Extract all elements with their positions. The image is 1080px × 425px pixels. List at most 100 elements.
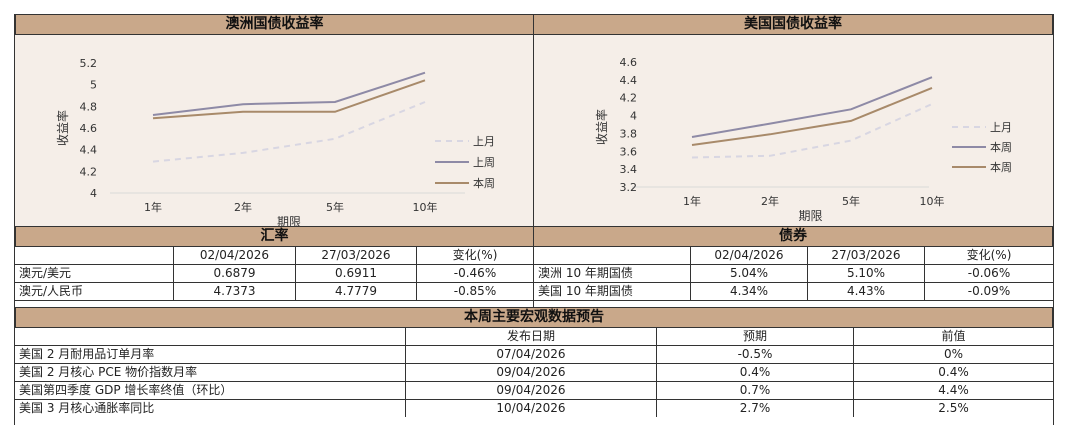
fx-value: 0.6911 — [295, 264, 417, 283]
legend-label: 上月 — [473, 135, 495, 148]
us-chart-title: 美国国债收益率 — [533, 14, 1053, 35]
y-axis-title: 收益率 — [594, 109, 609, 145]
bond-label: 澳洲 10 年期国债 — [534, 264, 691, 283]
macro-date: 09/04/2026 — [405, 381, 657, 400]
y-tick-label: 3.4 — [620, 163, 638, 176]
macro-event: 美国 2 月耐用品订单月率 — [15, 345, 406, 364]
y-tick-label: 3.2 — [620, 181, 638, 194]
legend-label: 本周 — [990, 160, 1012, 174]
y-tick-label: 4.2 — [80, 165, 98, 178]
table-row: 美国 10 年期国债 4.34% 4.43% -0.09% — [534, 282, 1053, 301]
bond-change: -0.06% — [924, 264, 1053, 283]
macro-expected: 0.4% — [656, 363, 854, 382]
legend-label: 本周 — [990, 140, 1012, 154]
y-tick-label: 4 — [90, 187, 97, 200]
macro-table: 发布日期 预期 前值 美国 2 月耐用品订单月率 07/04/2026 -0.5… — [15, 328, 1053, 417]
bond-label: 美国 10 年期国债 — [534, 282, 691, 301]
bond-change: -0.09% — [924, 282, 1053, 301]
bond-value: 5.10% — [807, 264, 925, 283]
fx-value: 4.7779 — [295, 282, 417, 301]
macro-expected: 2.7% — [656, 399, 854, 417]
series-line — [152, 71, 426, 116]
macro-col-expected: 预期 — [656, 328, 854, 346]
fx-table: 02/04/2026 27/03/2026 变化(%) 澳元/美元 0.6879… — [15, 247, 533, 301]
x-axis-title: 期限 — [798, 209, 822, 223]
table-row: 美国第四季度 GDP 增长率终值（环比） 09/04/2026 0.7% 4.4… — [15, 381, 1053, 400]
fx-value: 4.7373 — [173, 282, 296, 301]
table-row: 澳元/人民币 4.7373 4.7779 -0.85% — [15, 282, 533, 301]
macro-event: 美国 3 月核心通胀率同比 — [15, 399, 406, 417]
x-axis-title: 期限 — [277, 215, 301, 226]
fx-change: -0.85% — [416, 282, 533, 301]
macro-previous: 0% — [853, 345, 1053, 364]
table-row: 美国 2 月核心 PCE 物价指数月率 09/04/2026 0.4% 0.4% — [15, 363, 1053, 382]
macro-title: 本周主要宏观数据预告 — [15, 307, 1053, 328]
macro-col-previous: 前值 — [853, 328, 1053, 346]
y-tick-label: 4.8 — [80, 100, 98, 113]
macro-expected: -0.5% — [656, 345, 854, 364]
macro-col-date: 发布日期 — [405, 328, 657, 346]
fx-pair-label: 澳元/人民币 — [15, 282, 174, 301]
table-row: 澳洲 10 年期国债 5.04% 5.10% -0.06% — [534, 264, 1053, 283]
fx-value: 0.6879 — [173, 264, 296, 283]
fx-change: -0.46% — [416, 264, 533, 283]
y-axis-title: 收益率 — [55, 110, 70, 146]
y-tick-label: 3.8 — [620, 127, 638, 140]
table-row: 美国 3 月核心通胀率同比 10/04/2026 2.7% 2.5% — [15, 399, 1053, 417]
x-tick-label: 2年 — [761, 194, 779, 208]
series-line — [152, 101, 426, 163]
macro-date: 10/04/2026 — [405, 399, 657, 417]
bond-value: 4.34% — [690, 282, 808, 301]
bonds-table: 02/04/2026 27/03/2026 变化(%) 澳洲 10 年期国债 5… — [534, 247, 1053, 301]
x-tick-label: 10年 — [920, 194, 945, 208]
macro-event: 美国第四季度 GDP 增长率终值（环比） — [15, 381, 406, 400]
series-line — [691, 86, 933, 146]
bonds-header-row: 02/04/2026 27/03/2026 变化(%) — [534, 247, 1053, 265]
x-tick-label: 5年 — [842, 194, 860, 208]
macro-expected: 0.7% — [656, 381, 854, 400]
y-tick-label: 4.6 — [80, 122, 98, 135]
y-tick-label: 3.6 — [620, 145, 638, 158]
series-line — [152, 79, 426, 120]
macro-date: 09/04/2026 — [405, 363, 657, 382]
series-line — [691, 76, 933, 138]
report-frame: 澳洲国债收益率 美国国债收益率 5.2 5 4.8 4.6 4.4 4.2 4 1年 2年 5年 1… — [14, 14, 1054, 425]
y-tick-label: 5.2 — [80, 57, 98, 70]
y-tick-label: 4.4 — [620, 74, 638, 87]
us-chart-panel: 4.6 4.4 4.2 4 3.8 3.6 3.4 3.2 1年 2年 5年 10年期限 收益率 上月本周… — [534, 35, 1053, 226]
x-tick-label: 1年 — [144, 200, 162, 214]
fx-header-row: 02/04/2026 27/03/2026 变化(%) — [15, 247, 533, 265]
macro-date: 07/04/2026 — [405, 345, 657, 364]
table-row: 美国 2 月耐用品订单月率 07/04/2026 -0.5% 0% — [15, 345, 1053, 364]
y-tick-label: 4.4 — [80, 144, 98, 157]
bond-value: 5.04% — [690, 264, 808, 283]
au-chart-panel: 5.2 5 4.8 4.6 4.4 4.2 4 1年 2年 5年 10年 期限 收益率 上月 上周 本周 — [15, 35, 533, 229]
table-row: 澳元/美元 0.6879 0.6911 -0.46% — [15, 264, 533, 283]
legend-label: 上月 — [990, 121, 1012, 134]
fx-col-date1: 02/04/2026 — [173, 247, 296, 265]
macro-previous: 0.4% — [853, 363, 1053, 382]
fx-col-date2: 27/03/2026 — [295, 247, 417, 265]
bond-value: 4.43% — [807, 282, 925, 301]
macro-event: 美国 2 月核心 PCE 物价指数月率 — [15, 363, 406, 382]
macro-previous: 2.5% — [938, 401, 969, 415]
bonds-title: 债券 — [533, 226, 1053, 247]
y-tick-label: 4.2 — [620, 92, 638, 105]
bonds-col-date2: 27/03/2026 — [807, 247, 925, 265]
fx-pair-label: 澳元/美元 — [15, 264, 174, 283]
y-tick-label: 5 — [90, 79, 97, 92]
au-chart-title: 澳洲国债收益率 — [15, 14, 534, 35]
x-tick-label: 1年 — [683, 194, 701, 208]
y-tick-label: 4 — [630, 110, 637, 123]
bonds-col-date1: 02/04/2026 — [690, 247, 808, 265]
y-tick-label: 4.6 — [620, 56, 638, 69]
bonds-col-change: 变化(%) — [924, 247, 1053, 265]
macro-previous: 4.4% — [853, 381, 1053, 400]
x-tick-label: 2年 — [234, 200, 252, 214]
macro-header-row: 发布日期 预期 前值 — [15, 328, 1053, 346]
legend-label: 上周 — [473, 156, 495, 169]
fx-title: 汇率 — [15, 226, 534, 247]
legend-label: 本周 — [473, 176, 495, 190]
